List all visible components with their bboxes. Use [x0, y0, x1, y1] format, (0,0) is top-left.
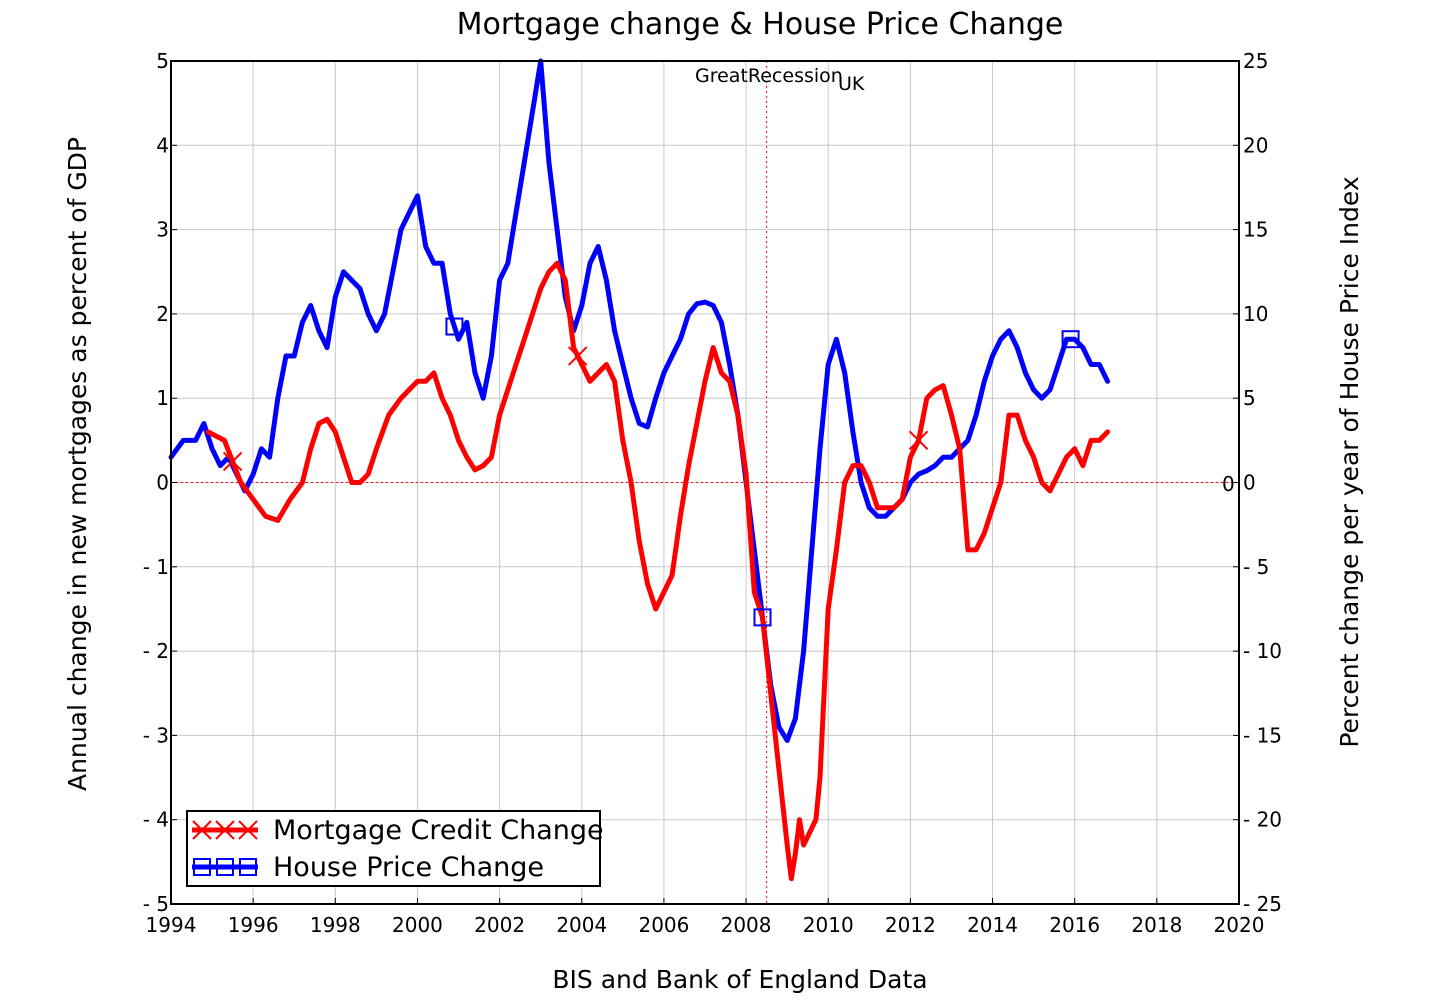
x-tick-label-0: 1994 [146, 913, 197, 937]
y-right-tick-label-3: 10 [1243, 302, 1268, 326]
y-left-tick-label-0: 5 [156, 49, 169, 73]
x-axis-ticks: 1994 1996 1998 2000 2002 2004 2006 2008 2010 2012… [146, 898, 1265, 937]
x-tick-label-13: 2020 [1214, 913, 1265, 937]
x-tick-label-1: 1996 [228, 913, 279, 937]
markers-group [222, 317, 1080, 627]
legend-marker-0-2 [238, 820, 258, 840]
y-left-axis-ticks: 5 4 3 2 1 0 - 1 - 2 - 3 - 4 - 5 [143, 49, 177, 916]
legend-marker-1-0 [193, 858, 211, 876]
y-left-tick-label-5: 0 [156, 471, 169, 495]
x-tick-label-7: 2008 [721, 913, 772, 937]
x-tick-label-6: 2006 [638, 913, 689, 937]
y-right-tick-label-6: - 5 [1243, 555, 1269, 579]
series-line-mortgage-credit-change [205, 260, 1111, 882]
y-right-tick-label-4: 5 [1243, 386, 1256, 410]
legend: Mortgage Credit Change House Price Chang… [186, 810, 604, 887]
y-right-axis-title: Percent change per year of House Price I… [1335, 176, 1364, 747]
legend-marker-0-1 [215, 820, 235, 840]
y-right-tick-label-7: - 10 [1243, 639, 1282, 663]
x-tick-label-10: 2014 [967, 913, 1018, 937]
y-right-axis-ticks: 25 20 15 10 5 0 - 5 - 10 - 15 - 20 - 25 [1233, 49, 1282, 916]
legend-marker-1-1 [216, 858, 234, 876]
y-right-tick-label-0: 25 [1243, 49, 1268, 73]
marker-mortgage-credit-change-1 [567, 346, 588, 366]
legend-entry-mortgage-credit-change [192, 820, 258, 840]
series-group [168, 58, 1111, 882]
y-right-tick-label-9: - 20 [1243, 808, 1282, 832]
x-tick-label-5: 2004 [556, 913, 607, 937]
x-tick-label-4: 2002 [474, 913, 525, 937]
y-right-tick-label-8: - 15 [1243, 723, 1282, 747]
y-left-axis-title: Annual change in new mortgages as percen… [63, 137, 92, 791]
legend-label-mortgage-credit-change: Mortgage Credit Change [273, 815, 604, 846]
marker-house-price-change-2 [1061, 330, 1080, 349]
series-line-house-price-change [168, 58, 1111, 743]
x-tick-label-11: 2016 [1049, 913, 1100, 937]
legend-marker-0-0 [192, 820, 212, 840]
zero-annotation-label: 0 [1222, 472, 1235, 496]
marker-mortgage-credit-change-0 [222, 451, 243, 472]
x-tick-label-9: 2012 [885, 913, 936, 937]
x-tick-label-3: 2000 [392, 913, 443, 937]
x-tick-label-8: 2010 [803, 913, 854, 937]
y-left-tick-label-3: 2 [156, 302, 169, 326]
y-left-tick-label-6: - 1 [143, 555, 169, 579]
y-left-tick-label-7: - 2 [143, 639, 169, 663]
y-right-tick-label-1: 20 [1243, 133, 1268, 157]
y-left-tick-label-2: 3 [156, 218, 169, 242]
x-tick-label-2: 1998 [310, 913, 361, 937]
y-left-tick-label-8: - 3 [143, 723, 169, 747]
recession-label: GreatRecession [695, 65, 843, 87]
y-left-tick-label-4: 1 [156, 386, 169, 410]
x-axis-title: BIS and Bank of England Data [552, 965, 927, 994]
marker-house-price-change-0 [445, 317, 464, 336]
y-left-tick-label-1: 4 [156, 133, 169, 157]
marker-house-price-change-1 [753, 608, 772, 627]
marker-mortgage-credit-change-2 [908, 430, 929, 451]
y-right-tick-label-10: - 25 [1243, 892, 1282, 916]
region-label: UK [838, 73, 865, 95]
y-right-tick-label-2: 15 [1243, 218, 1268, 242]
y-right-tick-label-5: 0 [1243, 471, 1256, 495]
x-tick-label-12: 2018 [1131, 913, 1182, 937]
legend-label-house-price-change: House Price Change [273, 852, 544, 883]
y-left-tick-label-9: - 4 [143, 808, 169, 832]
chart-title: Mortgage change & House Price Change [457, 7, 1064, 42]
legend-entry-house-price-change [192, 858, 258, 876]
legend-marker-1-2 [239, 858, 257, 876]
y-left-tick-label-10: - 5 [143, 892, 169, 916]
